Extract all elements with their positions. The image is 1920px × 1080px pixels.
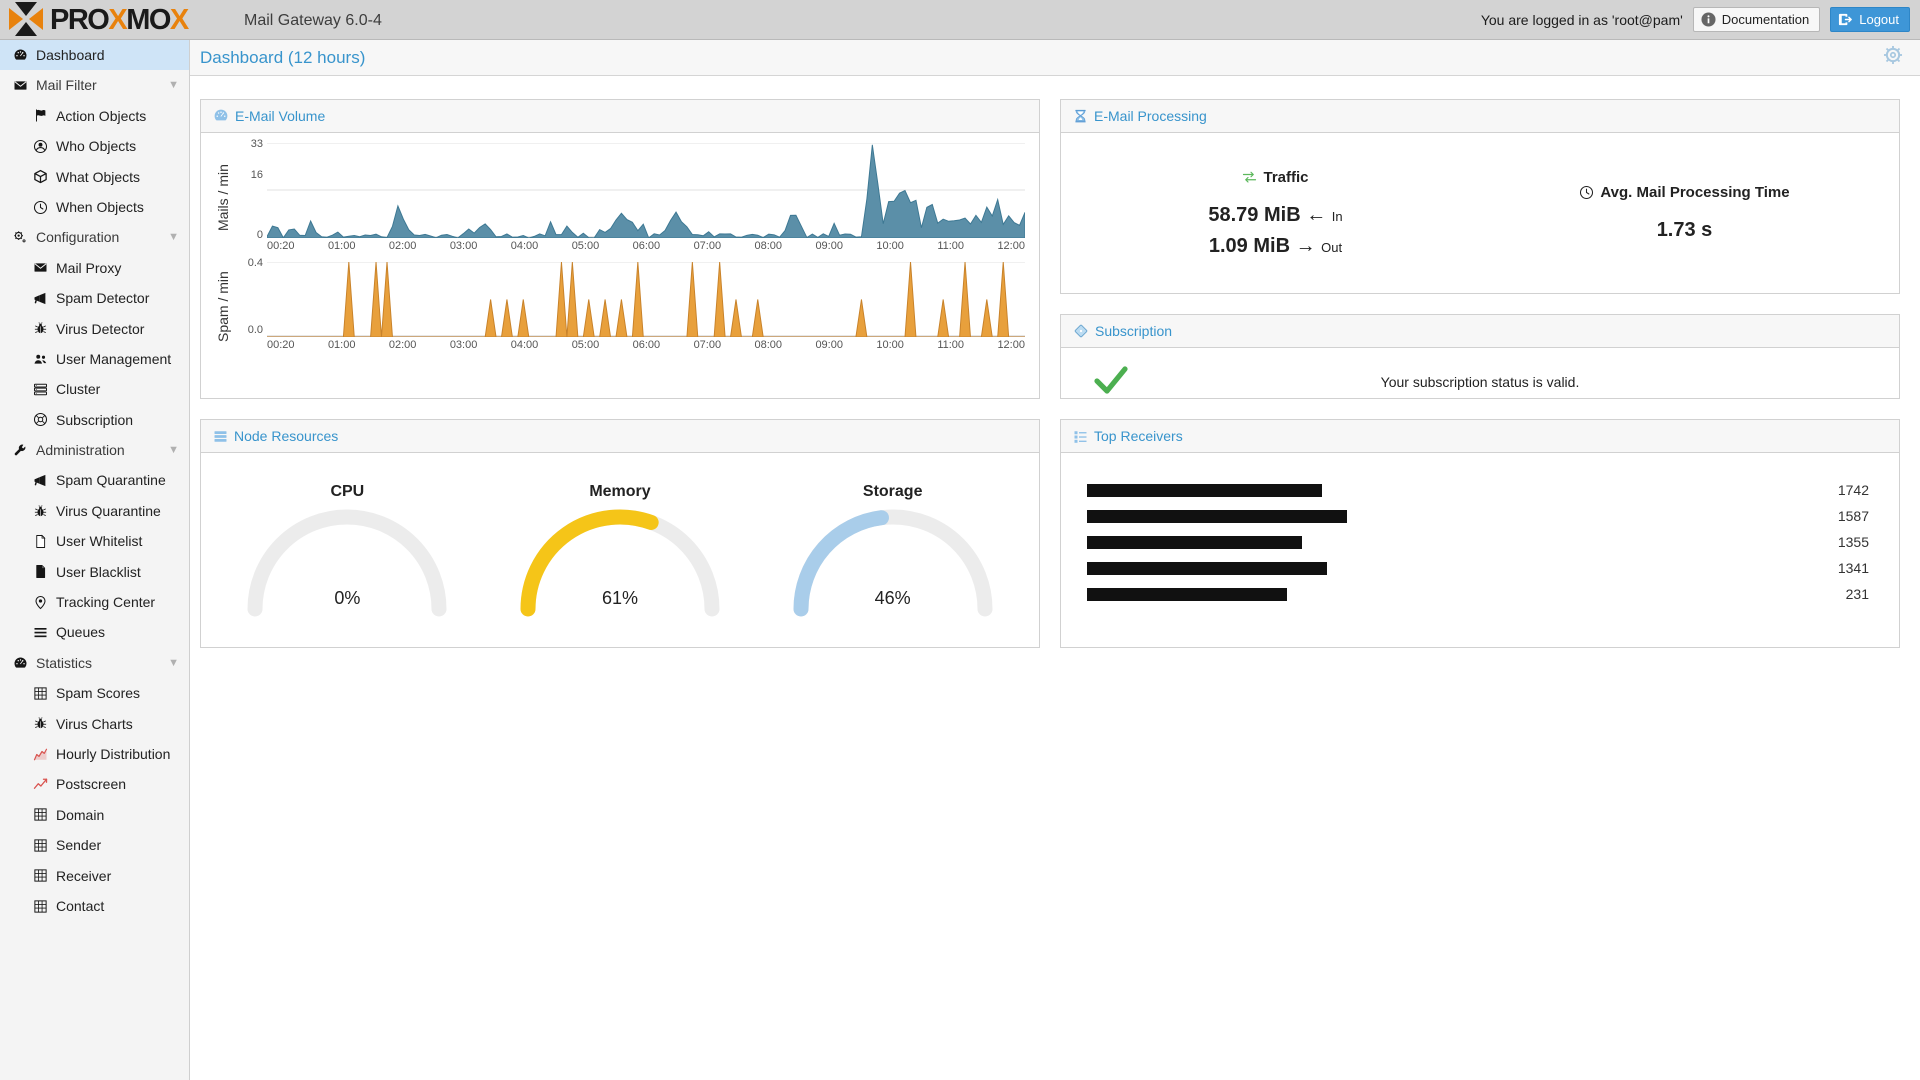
svg-text:PROXMOX: PROXMOX: [50, 4, 190, 36]
